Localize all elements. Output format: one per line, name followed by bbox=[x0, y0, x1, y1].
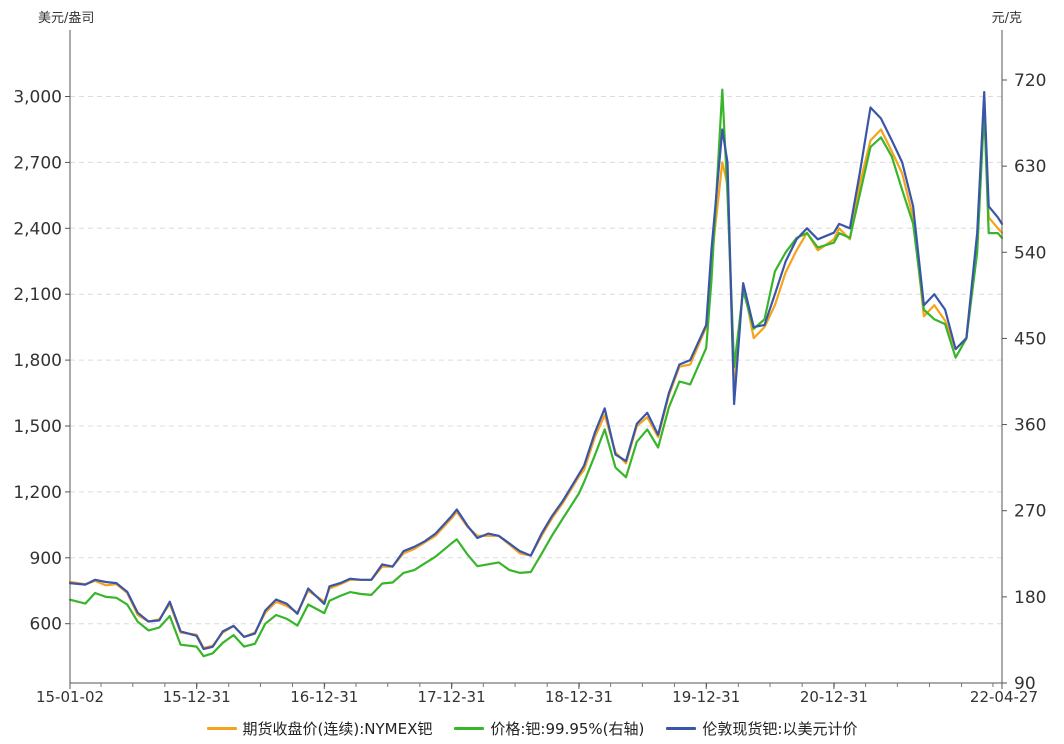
left-axis-tick-label: 2,100 bbox=[13, 285, 62, 305]
series-line-2 bbox=[68, 90, 1004, 651]
legend-label-nymex-futures: 期货收盘价(连续):NYMEX钯 bbox=[242, 719, 433, 738]
axes: 600 900 1,200 1,500 1,800 2,100 2,400 2,700 3,00… bbox=[13, 30, 1046, 706]
right-axis-tick-label: 630 bbox=[1014, 157, 1046, 177]
right-axis-tick-label: 360 bbox=[1014, 416, 1046, 436]
x-axis-tick-label: 15-01-02 bbox=[36, 688, 104, 706]
legend-swatch-nymex-futures bbox=[206, 726, 237, 730]
right-axis-tick-label: 270 bbox=[1014, 502, 1046, 522]
right-axis-tick-label: 180 bbox=[1014, 588, 1046, 608]
horizontal-gridlines bbox=[70, 96, 1002, 625]
left-axis-tick-label: 1,800 bbox=[13, 351, 62, 371]
x-axis-tick-label: 15-12-31 bbox=[163, 688, 231, 706]
series-lines bbox=[68, 88, 1004, 658]
left-axis-tick-label: 600 bbox=[30, 615, 62, 635]
legend-item-london-spot[interactable]: 伦敦现货钯:以美元计价 bbox=[666, 718, 857, 739]
legend-label-london-spot: 伦敦现货钯:以美元计价 bbox=[702, 719, 858, 738]
x-axis-tick-label: 20-12-31 bbox=[800, 688, 868, 706]
legend-swatch-palladium-9995 bbox=[454, 726, 485, 730]
legend-item-palladium-9995[interactable]: 价格:钯:99.95%(右轴) bbox=[454, 718, 644, 739]
right-axis-tick-label: 540 bbox=[1014, 243, 1046, 263]
x-axis-tick-label: 16-12-31 bbox=[290, 688, 358, 706]
legend-swatch-london-spot bbox=[666, 726, 697, 730]
right-axis-unit: 元/克 bbox=[992, 11, 1022, 26]
left-axis-tick-label: 1,200 bbox=[13, 483, 62, 503]
x-axis-tick-label: 19-12-31 bbox=[672, 688, 740, 706]
legend-item-nymex-futures[interactable]: 期货收盘价(连续):NYMEX钯 bbox=[206, 718, 433, 739]
left-axis-tick-label: 2,400 bbox=[13, 219, 62, 239]
chart-legend: 期货收盘价(连续):NYMEX钯 价格:钯:99.95%(右轴) 伦敦现货钯:以… bbox=[0, 714, 1064, 742]
right-axis-tick-label: 450 bbox=[1014, 329, 1046, 349]
x-axis-tick-label: 17-12-31 bbox=[418, 688, 486, 706]
left-axis-tick-label: 3,000 bbox=[13, 88, 62, 108]
left-axis-tick-label: 2,700 bbox=[13, 153, 62, 173]
left-axis-unit: 美元/盎司 bbox=[38, 11, 94, 26]
right-axis-tick-label: 720 bbox=[1014, 71, 1046, 91]
right-axis-tick-label: 90 bbox=[1014, 674, 1036, 694]
left-axis-tick-label: 900 bbox=[30, 549, 62, 569]
series-line-1 bbox=[68, 88, 1004, 658]
legend-label-palladium-9995: 价格:钯:99.95%(右轴) bbox=[490, 719, 645, 738]
x-axis-tick-label: 18-12-31 bbox=[545, 688, 613, 706]
left-axis-tick-label: 1,500 bbox=[13, 417, 62, 437]
x-axis-tick-label: 22-04-27 bbox=[970, 688, 1038, 706]
